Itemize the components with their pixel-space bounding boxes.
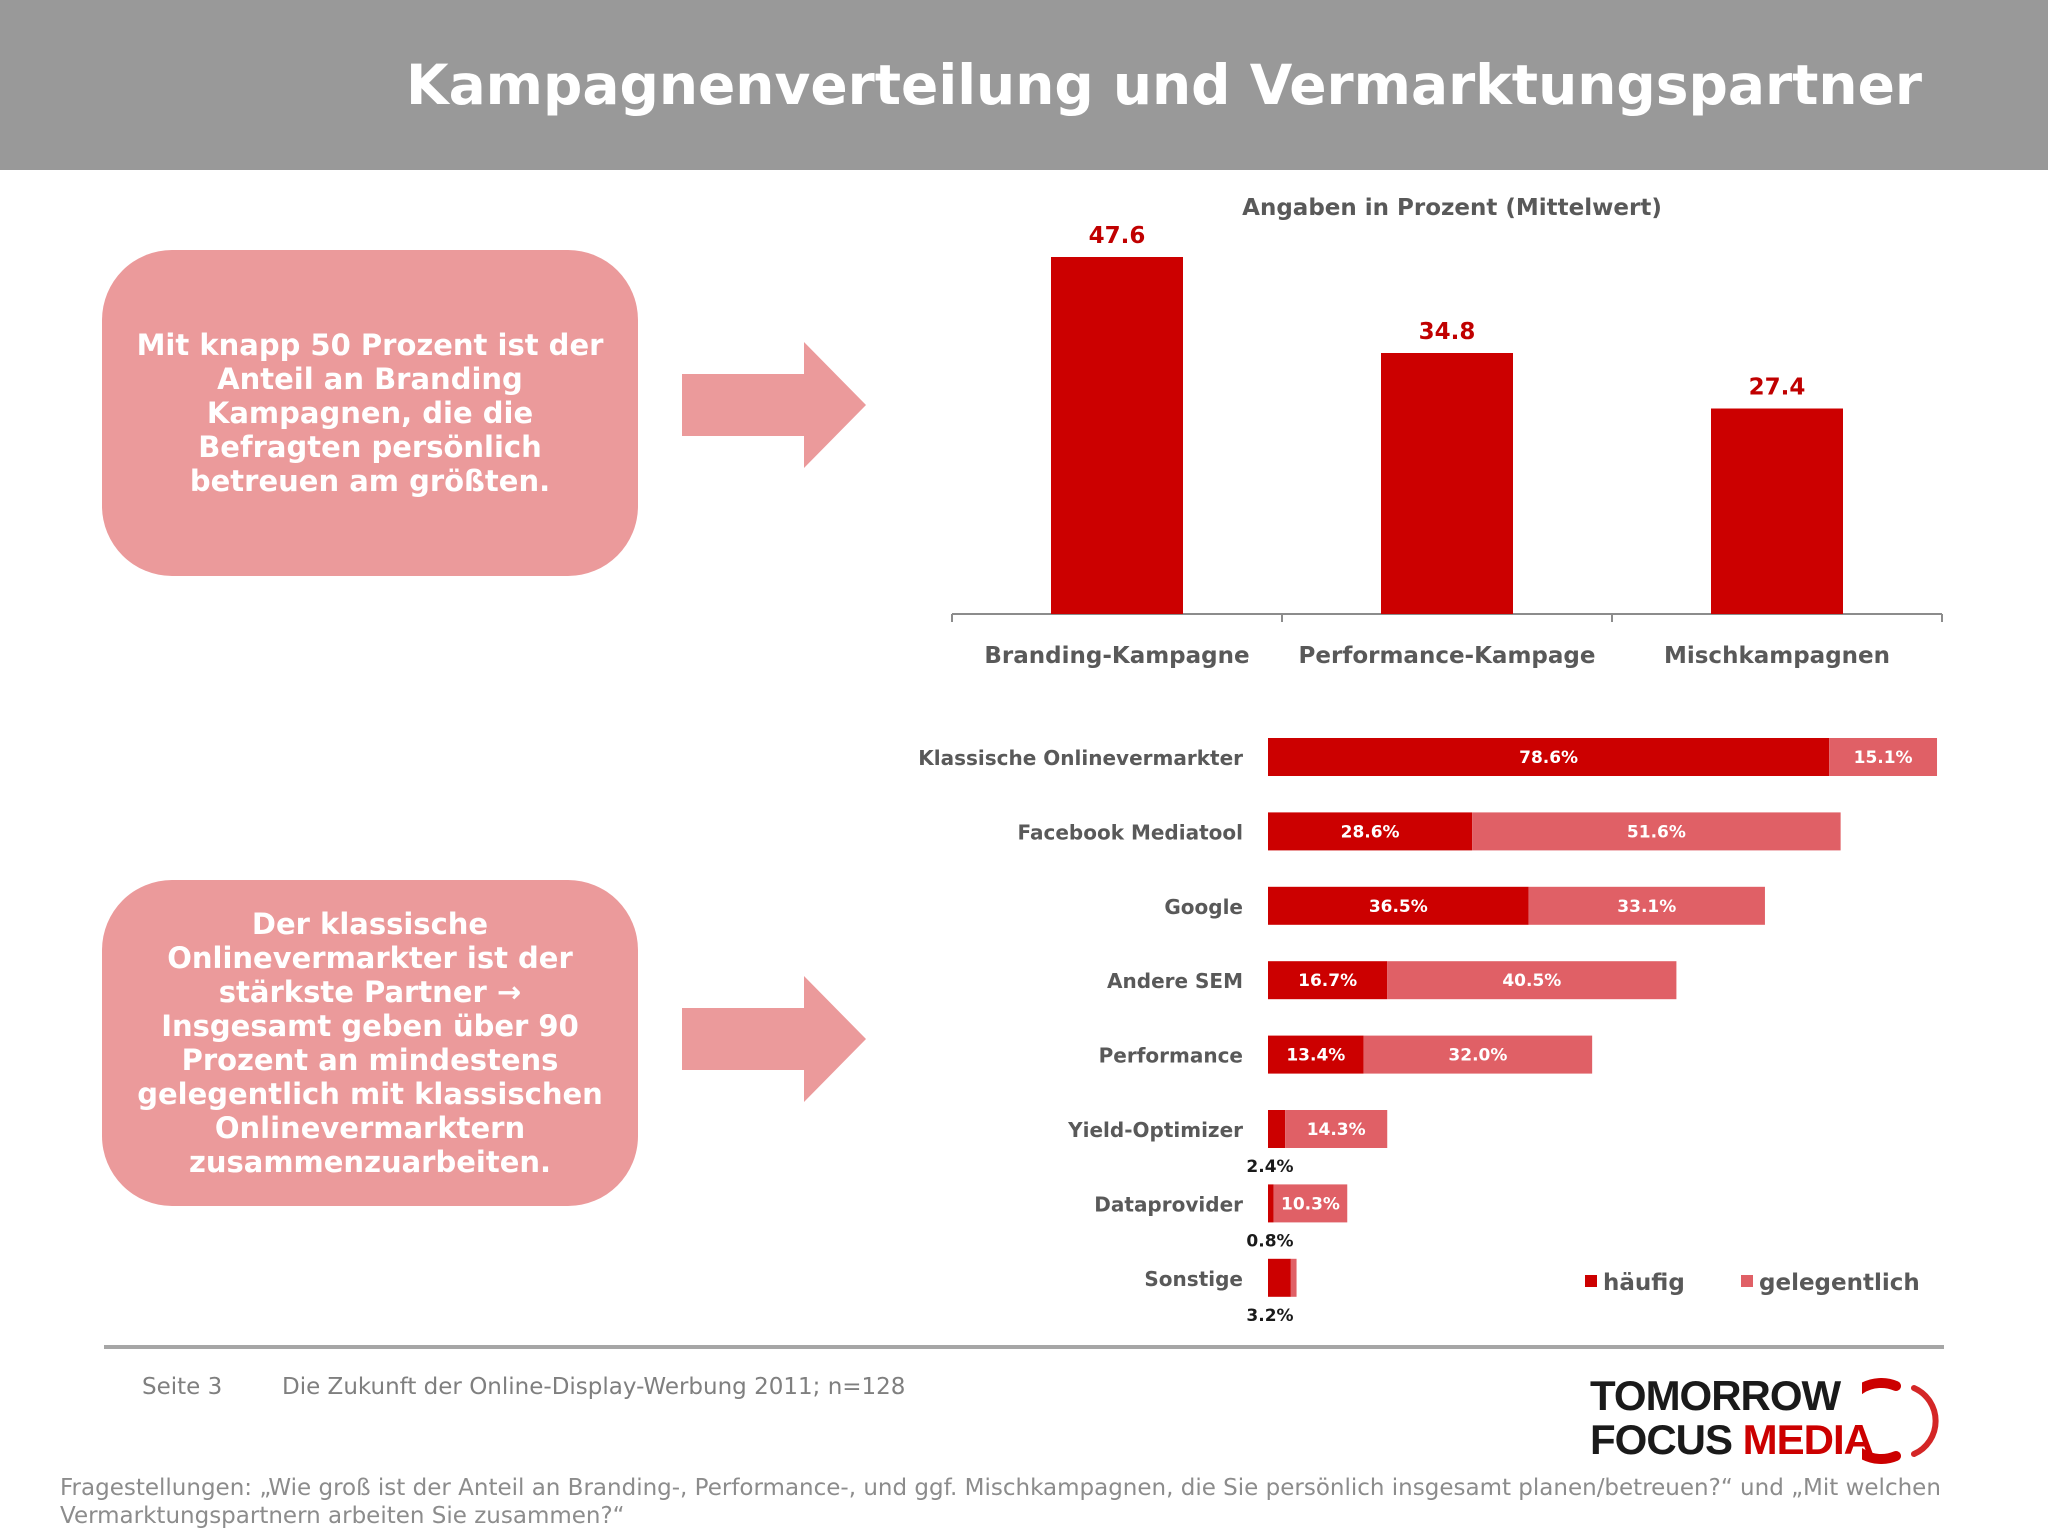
segment-gelegentlich <box>1528 886 1765 925</box>
segment-gelegentlich <box>1363 1035 1593 1074</box>
legend-swatch-haeufig <box>1585 1275 1597 1287</box>
category-label: Yield-Optimizer <box>1067 1118 1243 1142</box>
legend-label-gelegentlich: gelegentlich <box>1759 1270 1920 1296</box>
segment-haeufig <box>1268 961 1388 1000</box>
category-label: Facebook Mediatool <box>1018 820 1244 844</box>
category-label: Sonstige <box>1144 1267 1243 1291</box>
segment-label-gelegentlich: 32.0% <box>1448 1046 1507 1066</box>
segment-gelegentlich <box>1829 738 1938 776</box>
category-label: Google <box>1164 895 1243 919</box>
x-tick-label: Performance-Kampage <box>1299 643 1596 669</box>
logo-ring-icon <box>1862 1378 1939 1464</box>
bar-value-label: 27.4 <box>1749 375 1806 401</box>
question-text: Fragestellungen: „Wie groß ist der Antei… <box>60 1475 1941 1529</box>
callout-partner-text: Der klassische Onlinevermarkter ist der … <box>137 907 603 1179</box>
footer-divider <box>104 1345 1944 1349</box>
charts-canvas: Angaben in Prozent (Mittelwert) 47.6 Brand… <box>918 195 1943 1326</box>
callout-branding-text: Mit knapp 50 Prozent ist der Anteil an B… <box>136 328 604 498</box>
segment-label-haeufig: 78.6% <box>1519 748 1578 768</box>
category-label: Andere SEM <box>1107 969 1243 993</box>
segment-gelegentlich <box>1387 961 1677 1000</box>
segment-haeufig <box>1268 738 1830 776</box>
segment-haeufig <box>1268 812 1473 851</box>
source-note: Die Zukunft der Online-Display-Werbung 2… <box>282 1374 906 1400</box>
arrow-right-icon <box>682 342 866 468</box>
logo-text-line2: FOCUS MEDIA <box>1590 1416 1874 1463</box>
category-label: Klassische Onlinevermarkter <box>918 746 1243 770</box>
bar-3 <box>1711 408 1843 614</box>
segment-label-gelegentlich: 40.5% <box>1502 971 1561 991</box>
callout-partner: Der klassische Onlinevermarkter ist der … <box>102 880 638 1206</box>
segment-label-gelegentlich: 33.1% <box>1617 897 1676 917</box>
bar-value-label: 47.6 <box>1089 223 1146 249</box>
legend-swatch-gelegentlich <box>1741 1275 1753 1287</box>
segment-label-gelegentlich: 51.6% <box>1627 822 1686 842</box>
segment-label-haeufig: 2.4% <box>1246 1157 1293 1177</box>
segment-label-haeufig: 3.2% <box>1246 1306 1293 1326</box>
arrow-right-icon <box>682 976 866 1102</box>
segment-gelegentlich <box>1285 1110 1388 1148</box>
segment-label-haeufig: 36.5% <box>1369 897 1428 917</box>
segment-gelegentlich <box>1290 1258 1297 1297</box>
segment-label-haeufig: 13.4% <box>1286 1046 1345 1066</box>
x-tick-label: Mischkampagnen <box>1664 643 1890 669</box>
segment-haeufig <box>1268 1035 1364 1074</box>
page-number: Seite 3 <box>142 1374 223 1400</box>
category-label: Dataprovider <box>1094 1192 1243 1216</box>
bar-2 <box>1381 353 1513 614</box>
category-label: Performance <box>1099 1044 1243 1068</box>
segment-haeufig <box>1268 1184 1274 1223</box>
segment-gelegentlich <box>1273 1184 1348 1223</box>
header-bar: Kampagnenverteilung und Vermarktungspart… <box>0 0 2048 170</box>
logo-text-line1: TOMORROW <box>1590 1372 1841 1419</box>
x-tick-label: Branding-Kampagne <box>984 643 1249 669</box>
segment-label-gelegentlich: 10.3% <box>1281 1194 1340 1214</box>
segment-label-gelegentlich: 14.3% <box>1307 1120 1366 1140</box>
callout-branding: Mit knapp 50 Prozent ist der Anteil an B… <box>102 250 638 576</box>
segment-label-haeufig: 0.8% <box>1246 1231 1293 1251</box>
bar-1 <box>1051 257 1183 614</box>
segment-haeufig <box>1268 1110 1286 1148</box>
tomorrow-focus-media-logo: TOMORROW FOCUS MEDIA <box>1586 1370 1946 1470</box>
page-title: Kampagnenverteilung und Vermarktungspart… <box>405 53 1922 117</box>
segment-gelegentlich <box>1472 812 1841 851</box>
legend-label-haeufig: häufig <box>1603 1270 1685 1296</box>
segment-label-haeufig: 16.7% <box>1298 971 1357 991</box>
chart-title: Angaben in Prozent (Mittelwert) <box>1242 195 1662 221</box>
bar-value-label: 34.8 <box>1419 319 1476 345</box>
segment-haeufig <box>1268 886 1529 925</box>
segment-haeufig <box>1268 1258 1291 1297</box>
segment-label-haeufig: 28.6% <box>1341 822 1400 842</box>
segment-label-gelegentlich: 15.1% <box>1854 748 1913 768</box>
